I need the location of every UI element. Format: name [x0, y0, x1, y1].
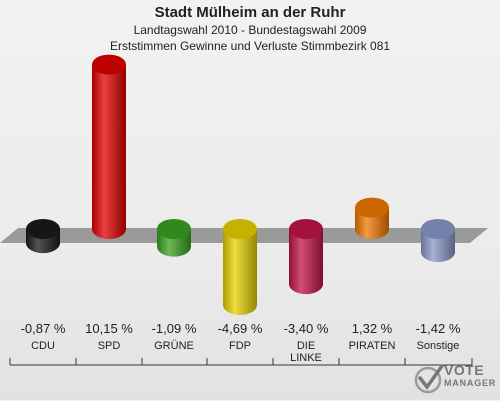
value-label: -1,09 % — [152, 321, 197, 336]
value-label: -3,40 % — [284, 321, 329, 336]
category-label: CDU — [31, 340, 55, 352]
value-label: -4,69 % — [218, 321, 263, 336]
category-label: FDP — [229, 340, 251, 352]
bar-top-cap — [26, 219, 60, 239]
logo-line-1: VOTE — [444, 362, 485, 378]
bar-top-cap — [289, 219, 323, 239]
chart-subtitle-2: Erststimmen Gewinne und Verluste Stimmbe… — [109, 39, 391, 53]
bar-top-cap — [92, 54, 126, 75]
value-labels-group: -0,87 % 10,15 % -1,09 % -4,69 % -3,40 % 1,32 … — [21, 321, 461, 336]
value-label: 1,32 % — [352, 321, 393, 336]
category-label: LINKE — [290, 352, 322, 364]
category-label: Sonstige — [417, 340, 460, 352]
checkmark-icon — [414, 364, 444, 394]
category-label: PIRATEN — [349, 340, 396, 352]
category-label: SPD — [98, 340, 121, 352]
bar-top-cap — [157, 219, 191, 239]
bar-top-cap — [355, 197, 389, 218]
value-label: -0,87 % — [21, 321, 66, 336]
bar-top-cap — [421, 219, 455, 239]
logo-line-2: MANAGER — [444, 378, 497, 388]
vote-manager-logo: VOTE MANAGER — [414, 362, 497, 396]
bar-top-cap — [223, 219, 257, 239]
category-label: GRÜNE — [154, 340, 194, 352]
bar-die-linke — [289, 229, 323, 295]
bar-spd — [92, 64, 126, 239]
chart-subtitle: Landtagswahl 2010 - Bundestagswahl 2009 — [133, 23, 367, 37]
bars-group — [26, 54, 455, 315]
chart-titles: Stadt Mülheim an der Ruhr Landtagswahl 2… — [0, 3, 500, 54]
chart-title: Stadt Mülheim an der Ruhr — [154, 4, 346, 21]
value-label: 10,15 % — [85, 321, 133, 336]
bar-fdp — [223, 229, 257, 315]
category-label: DIE — [297, 340, 315, 352]
value-label: -1,42 % — [416, 321, 461, 336]
